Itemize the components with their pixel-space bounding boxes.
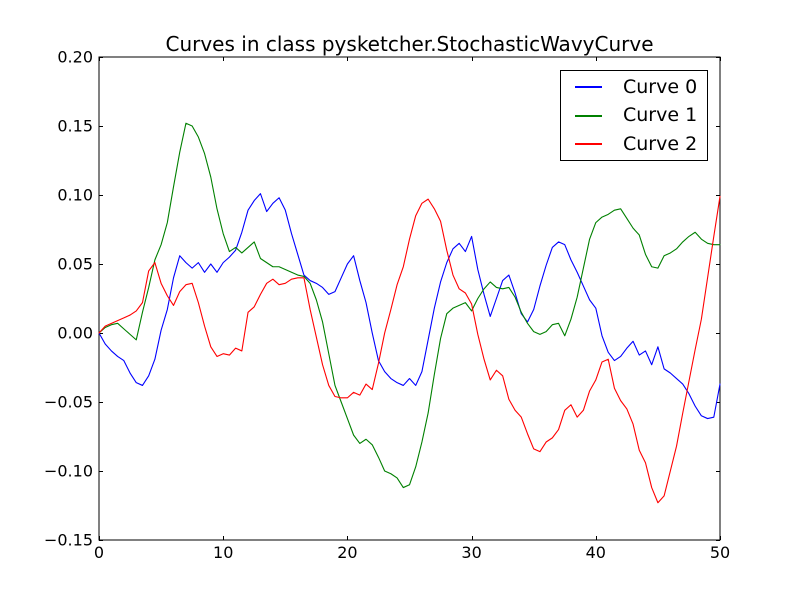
curve-1-line [98, 122, 721, 489]
x-tick-label-3: 30 [461, 543, 481, 562]
legend: Curve 0 Curve 1 Curve 2 [560, 70, 708, 161]
y-tick-label-3: 0.05 [57, 255, 93, 274]
y-tick-label-6: −0.10 [44, 462, 93, 481]
legend-label-curve-2: Curve 2 [623, 132, 698, 155]
y-tick-label-0: 0.20 [57, 48, 93, 67]
x-tick-label-2: 20 [337, 543, 357, 562]
x-tick-label-4: 40 [586, 543, 606, 562]
legend-label-curve-1: Curve 1 [623, 104, 698, 127]
legend-item-curve-1: Curve 1 [561, 102, 707, 131]
y-tick-label-7: −0.15 [44, 531, 93, 550]
legend-line-sample-curve-2 [575, 143, 602, 146]
legend-label-curve-0: Curve 0 [623, 75, 698, 98]
curve-2-line [98, 195, 721, 504]
chart-title: Curves in class pysketcher.StochasticWav… [165, 32, 654, 56]
y-tick-label-5: −0.05 [44, 393, 93, 412]
x-tick-label-0: 0 [94, 543, 104, 562]
legend-item-curve-2: Curve 2 [561, 130, 707, 159]
y-tick-label-2: 0.10 [57, 186, 93, 205]
x-tick-label-1: 10 [213, 543, 233, 562]
x-tick-label-5: 50 [710, 543, 730, 562]
y-tick-label-1: 0.15 [57, 117, 93, 136]
legend-item-curve-0: Curve 0 [561, 73, 707, 102]
axes-frame [98, 56, 721, 541]
y-tick-label-4: 0.00 [57, 324, 93, 343]
legend-line-sample-curve-1 [575, 114, 602, 117]
curve-0-line [98, 193, 721, 420]
legend-line-sample-curve-0 [575, 86, 602, 89]
